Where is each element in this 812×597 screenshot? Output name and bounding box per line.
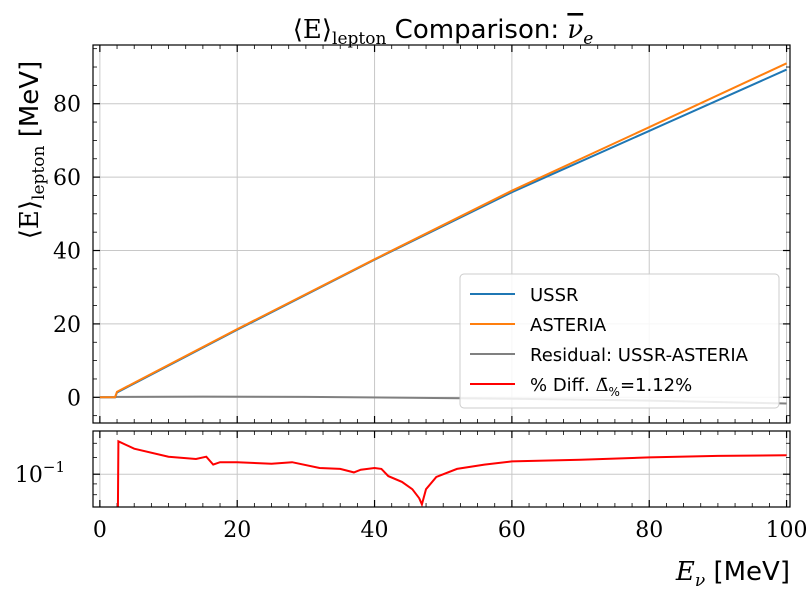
xlabel-unit: [MeV] [705, 557, 790, 587]
top-y-tick-label: 0 [67, 386, 81, 411]
legend-box [459, 273, 780, 409]
xlabel-sub: ν [695, 571, 705, 591]
bottom-grid [93, 431, 790, 507]
title-main: ⟨E⟩ [293, 15, 332, 45]
legend-entry-label: % Diff. Δ̄%=1.12% [530, 375, 692, 399]
bottom-axes-frame [92, 430, 791, 508]
xlabel-main: E [675, 557, 695, 587]
title-nu-sub: e [583, 29, 593, 49]
bottom-x-tick-label: 40 [361, 518, 389, 543]
bottom-series [116, 439, 787, 507]
legend-pct-sub: % [609, 385, 620, 399]
bottom-panel: 0 20 40 60 80 100 10−1 [15, 430, 808, 543]
top-y-tick-label: 80 [53, 93, 81, 118]
series-line-asteria [99, 62, 788, 399]
ylabel-unit: [MeV] [15, 61, 45, 146]
bottom-x-tick-label: 20 [223, 518, 251, 543]
legend-pct-tail: =1.12% [620, 375, 692, 396]
legend-entry-label: Residual: USSR-ASTERIA [530, 345, 749, 366]
bottom-x-tick-label: 0 [93, 518, 107, 543]
legend-pct-delta: Δ̄ [596, 375, 609, 396]
x-axis-label: Eν [MeV] [675, 557, 790, 591]
legend-entry-label: USSR [530, 285, 579, 306]
top-y-tick-label: 20 [53, 313, 81, 338]
tick-base: 10 [15, 463, 43, 488]
legend-pct-text: % Diff. [530, 375, 596, 396]
legend: USSR ASTERIA Residual: USSR-ASTERIA % Diff.… [459, 273, 780, 409]
bottom-y-tick-label: 10−1 [15, 458, 65, 488]
top-axes-frame [92, 44, 791, 424]
series-line-pct-diff [116, 439, 787, 507]
legend-entry-label: ASTERIA [530, 315, 607, 336]
top-y-tick-label: 40 [53, 240, 81, 265]
bottom-x-tick-label: 80 [635, 518, 663, 543]
top-y-tick-label: 60 [53, 166, 81, 191]
ylabel-main: ⟨E⟩ [15, 200, 45, 239]
title-sub: lepton [332, 29, 386, 49]
tick-exp: −1 [43, 458, 65, 476]
ylabel-sub: lepton [29, 146, 49, 200]
title-nu: ν [567, 15, 583, 45]
bottom-x-tick-label: 60 [498, 518, 526, 543]
y-axis-label: ⟨E⟩lepton [MeV] [15, 61, 49, 239]
chart-title: ⟨E⟩lepton Comparison: νe [293, 15, 594, 49]
bottom-x-tick-label: 100 [766, 518, 808, 543]
top-panel: 0 20 40 60 80 [53, 44, 791, 424]
title-text: Comparison: [386, 15, 567, 45]
